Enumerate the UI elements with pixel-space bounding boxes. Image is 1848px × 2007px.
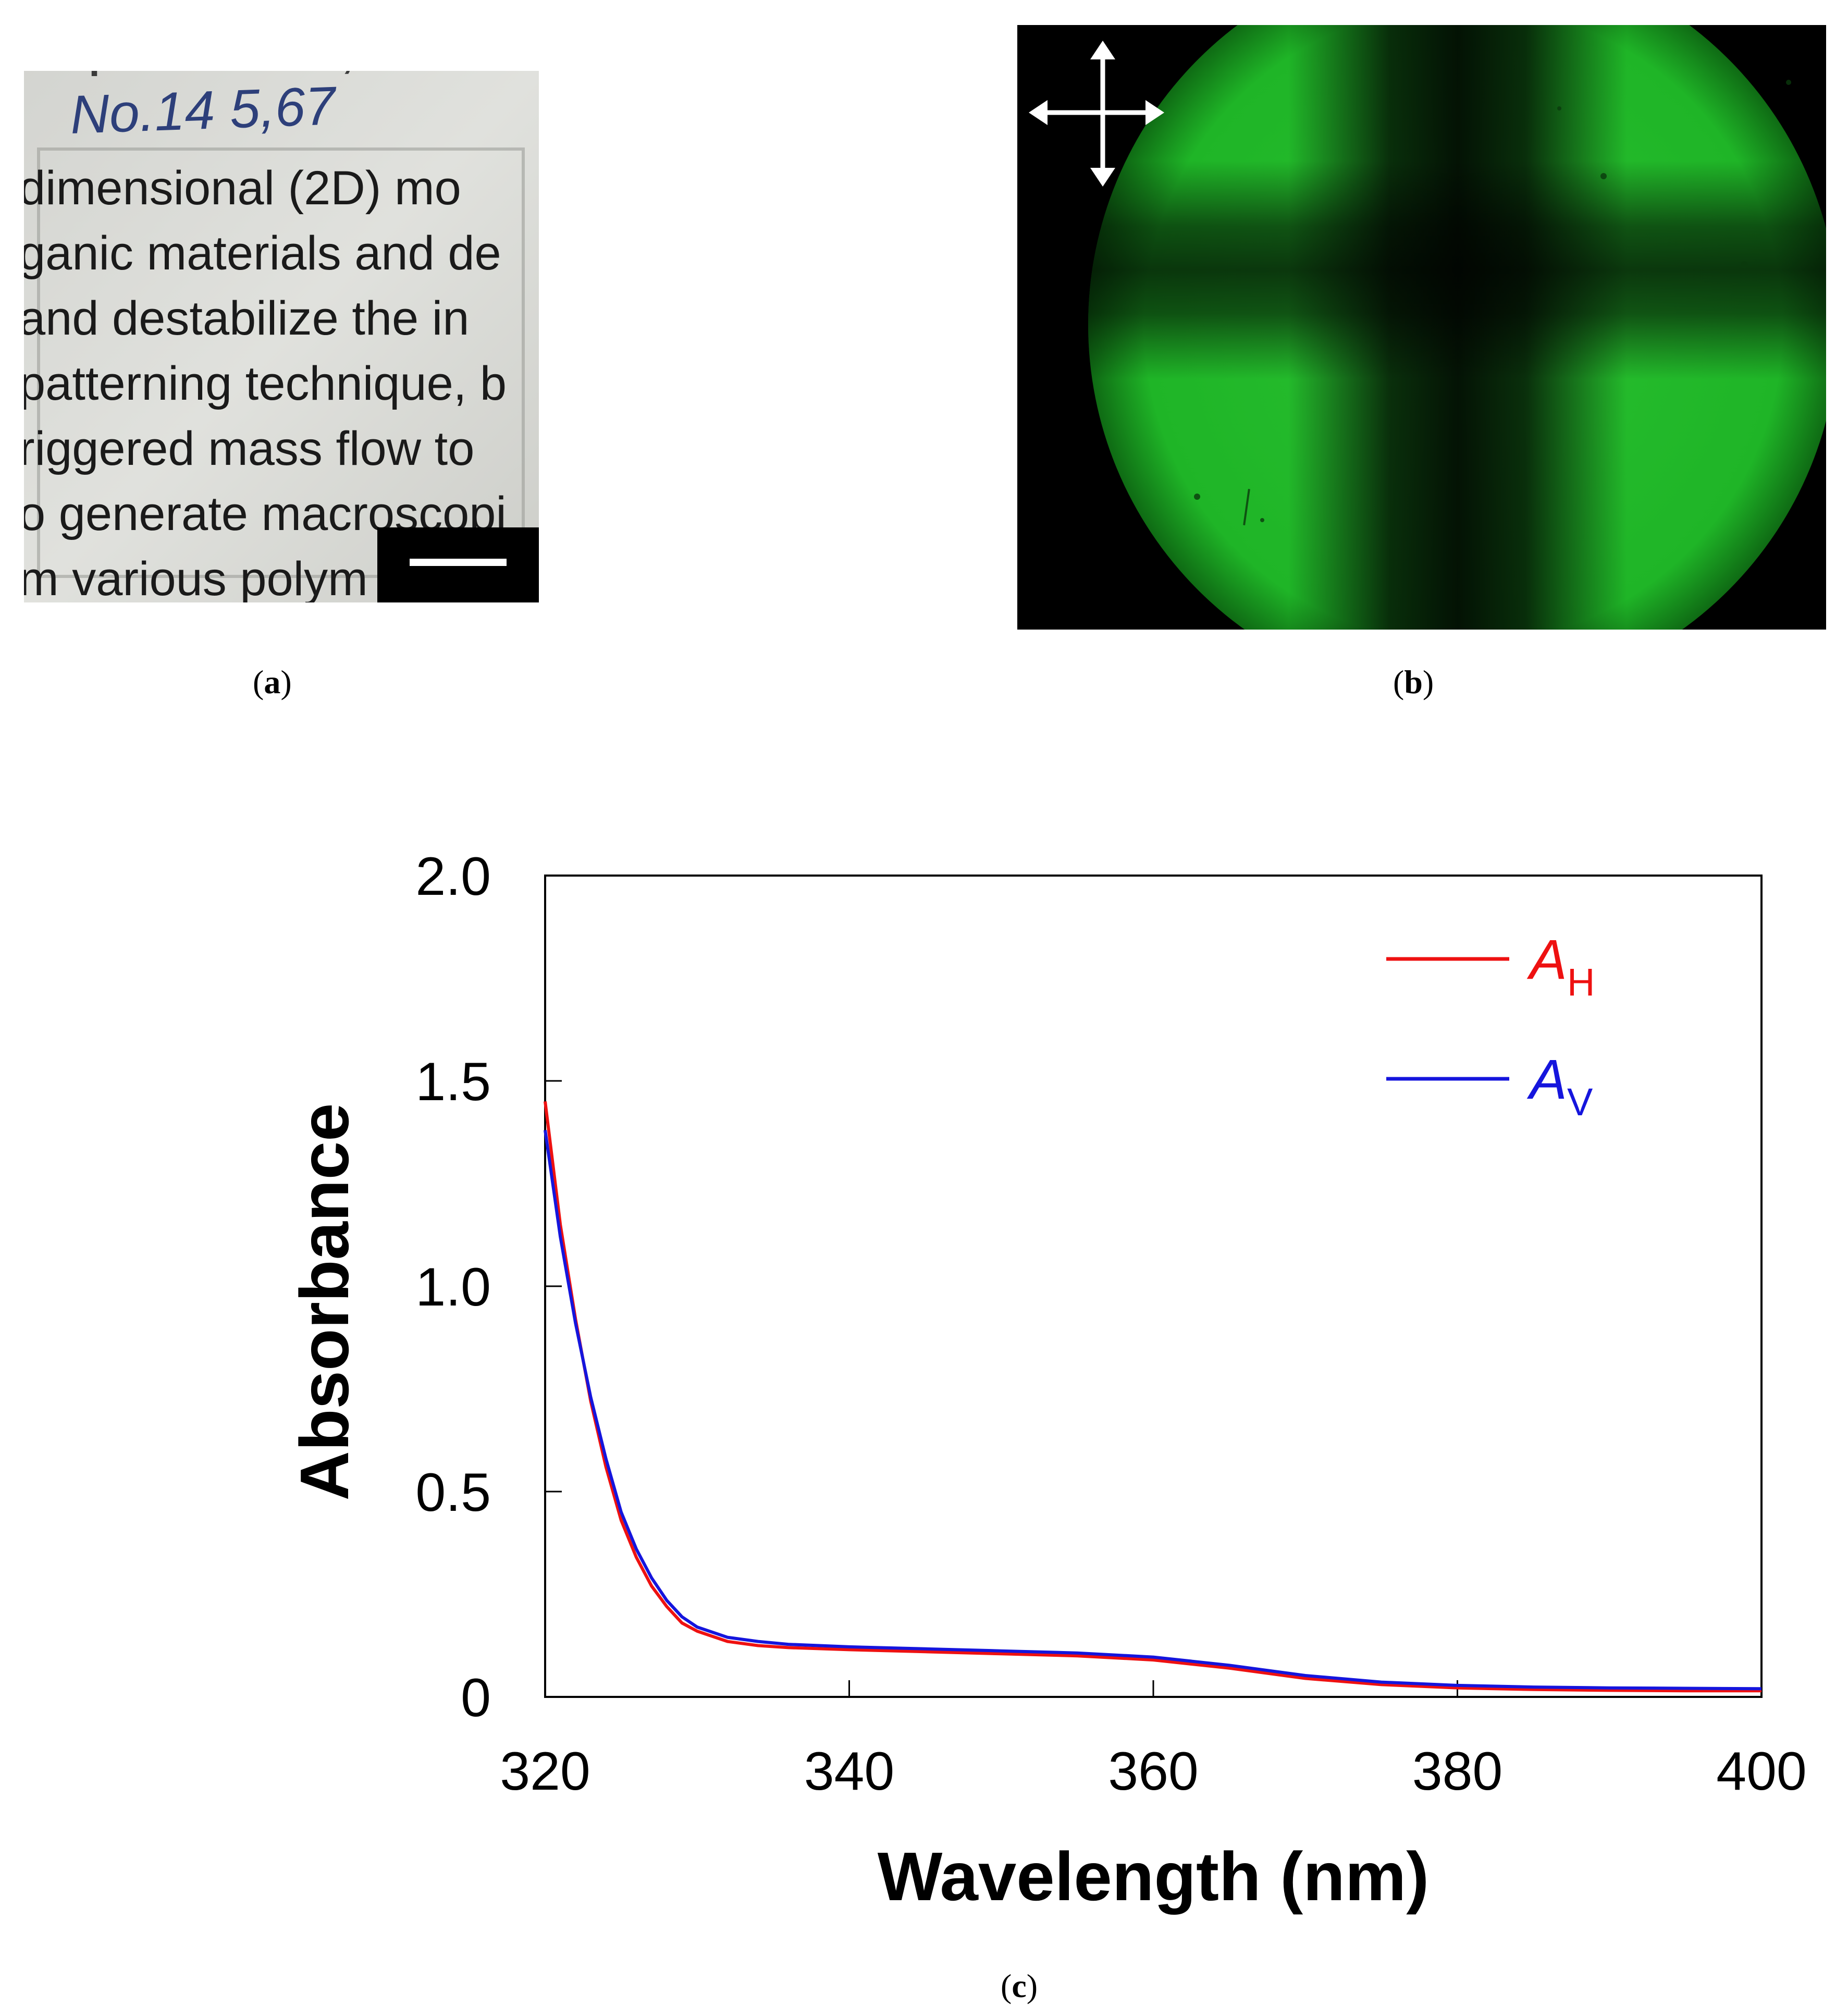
- absorbance-chart: 320 340 360 380 400 0 0.5 1.0 1.5 2.0 AH AV Wavel…: [286, 846, 1807, 1915]
- x-tick-label: 340: [804, 1741, 895, 1802]
- film-photo: capher b barres, No.14 5,67 dimensional …: [24, 71, 539, 602]
- legend-label: AV: [1526, 1048, 1593, 1124]
- y-tick-label: 1.0: [415, 1257, 491, 1318]
- x-tick-label: 400: [1716, 1741, 1807, 1802]
- x-axis-label: Wavelength (nm): [878, 1838, 1429, 1915]
- handwritten-label: No.14 5,67: [69, 76, 339, 145]
- crossed-polarizer-arrows-icon: [1029, 41, 1164, 187]
- panel-b-polarized-image: [1017, 25, 1826, 630]
- printed-text-line: dimensional (2D) mo: [24, 162, 461, 215]
- y-axis-label: Absorbance: [286, 1103, 363, 1501]
- y-tick-label: 0: [461, 1668, 491, 1728]
- series-line-av: [544, 1130, 1762, 1691]
- printed-text-line: m various polym: [24, 552, 368, 602]
- extinction-band-horizontal: [1088, 161, 1826, 379]
- film-edge: [37, 147, 525, 578]
- x-tick-label: 360: [1108, 1741, 1199, 1802]
- printed-text-line: ganic materials and de: [24, 227, 501, 280]
- y-tick-label: 1.5: [415, 1052, 491, 1112]
- caption-b: (b): [1393, 663, 1434, 700]
- legend-label: AH: [1526, 928, 1595, 1004]
- y-tick-label: 0.5: [415, 1462, 491, 1523]
- printed-text-line: patterning technique, b: [24, 357, 507, 410]
- x-tick-label: 320: [500, 1741, 590, 1802]
- y-tick-label: 2.0: [415, 846, 491, 907]
- printed-text-line: and destabilize the in: [24, 292, 469, 345]
- caption-c: (c): [1001, 1967, 1038, 2004]
- x-tick-label: 380: [1412, 1741, 1503, 1802]
- scale-bar: [410, 559, 507, 566]
- printed-text-line: riggered mass flow to: [24, 422, 474, 475]
- caption-a: (a): [253, 663, 292, 700]
- top-cut-text: capher b barres,: [45, 71, 353, 77]
- polarized-micrograph: [1017, 25, 1826, 630]
- panel-a-film-photo: capher b barres, No.14 5,67 dimensional …: [24, 71, 539, 602]
- series-line-ah: [544, 1101, 1761, 1693]
